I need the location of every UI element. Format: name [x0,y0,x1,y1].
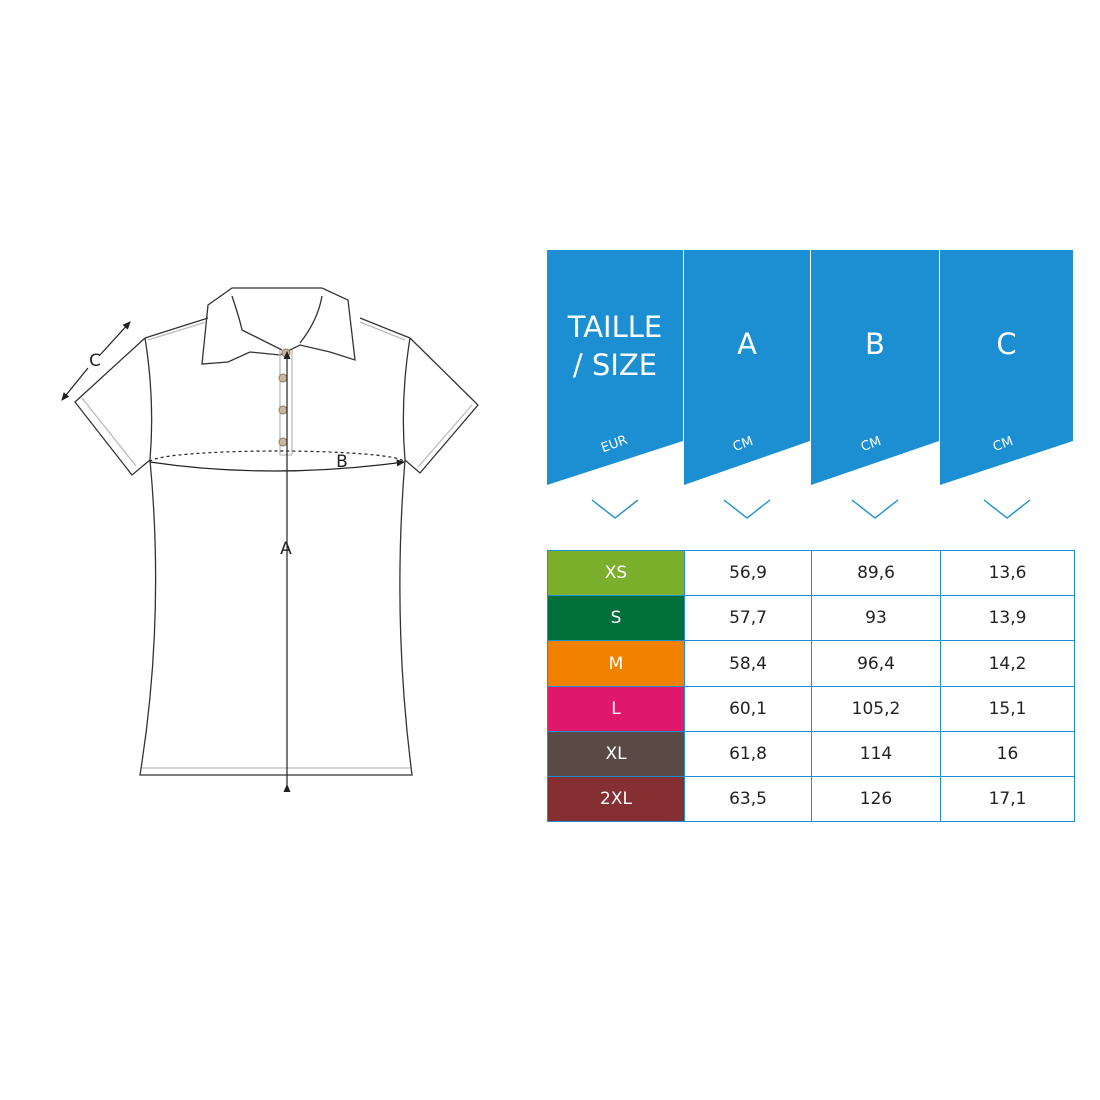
measure-cell-b: 105,2 [811,686,941,732]
measure-cell-b: 93 [811,595,941,641]
measure-cell-b: 96,4 [811,640,941,687]
measure-cell-c: 15,1 [940,686,1075,732]
chevron-down-icon [723,499,771,519]
size-cell: XL [547,731,685,777]
measure-cell-a: 60,1 [684,686,812,732]
polo-shirt-diagram: A B C [61,287,479,793]
column-header-b: B CM [811,250,939,550]
measurement-lines [61,321,406,793]
label-b: B [336,452,348,472]
measure-cell-b: 126 [811,776,941,822]
label-c: C [89,351,101,371]
header-title-line1: TAILLE [567,310,663,344]
column-header-a: A CM [684,250,810,550]
measure-cell-a: 63,5 [684,776,812,822]
column-header-size: TAILLE / SIZE EUR [547,250,683,550]
measure-cell-b: 89,6 [811,550,941,596]
measure-cell-c: 16 [940,731,1075,777]
measure-cell-c: 13,9 [940,595,1075,641]
measure-cell-c: 14,2 [940,640,1075,687]
header-title: C [996,327,1017,361]
size-cell: M [547,640,685,687]
measure-cell-a: 56,9 [684,550,812,596]
chevron-down-icon [983,499,1030,519]
chevron-down-icon [851,499,899,519]
header-white-wedge [811,441,939,550]
column-header-c: C CM [940,250,1073,550]
measure-cell-b: 114 [811,731,941,777]
label-a: A [280,539,292,559]
header-white-wedge [547,441,683,550]
header-title-line2: / SIZE [572,348,658,382]
size-table: TAILLE / SIZE EUR A CM B CM C CM XS 56,9 89,6 13,6 S 5… [547,250,1075,822]
measure-cell-a: 58,4 [684,640,812,687]
header-white-wedge [940,441,1073,550]
measure-cell-a: 57,7 [684,595,812,641]
header-title: A [737,327,757,361]
measure-cell-a: 61,8 [684,731,812,777]
measure-cell-c: 17,1 [940,776,1075,822]
size-cell: XS [547,550,685,596]
chevron-down-icon [591,499,639,519]
size-cell: S [547,595,685,641]
header-white-wedge [684,441,810,550]
header-title: B [865,327,885,361]
measure-cell-c: 13,6 [940,550,1075,596]
size-cell: L [547,686,685,732]
shirt-outline [74,287,479,776]
size-cell: 2XL [547,776,685,822]
